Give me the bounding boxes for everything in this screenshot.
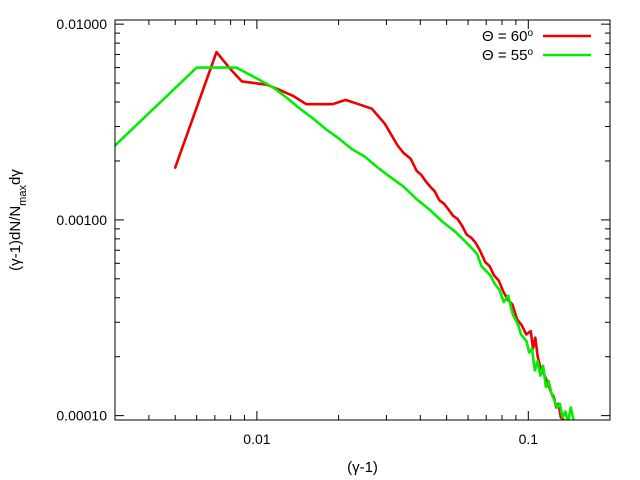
x-tick-label: 0.1 — [519, 431, 539, 447]
x-tick-label: 0.01 — [243, 431, 270, 447]
axis-ticks: 0.01 0.1 0.01000 0.00100 0.00010 — [56, 16, 611, 447]
y-tick-label: 0.01000 — [56, 16, 107, 32]
y-tick-label: 0.00010 — [56, 408, 107, 424]
y-axis-label-main: (γ-1)dN/N — [7, 206, 24, 271]
legend-label-2: Θ = 55o — [482, 47, 533, 65]
y-axis-label: (γ-1)dN/Nmaxdγ — [7, 169, 29, 271]
legend-label-1: Θ = 60o — [482, 28, 533, 46]
series-layer — [115, 50, 575, 420]
y-axis-label-tail: dγ — [7, 169, 24, 185]
y-axis-label-sub: max — [17, 185, 29, 206]
series-line-2 — [115, 66, 575, 420]
series-line-1 — [173, 50, 565, 420]
x-axis-label: (γ-1) — [347, 459, 378, 476]
plot-frame — [114, 19, 611, 421]
y-tick-label: 0.00100 — [56, 212, 107, 228]
